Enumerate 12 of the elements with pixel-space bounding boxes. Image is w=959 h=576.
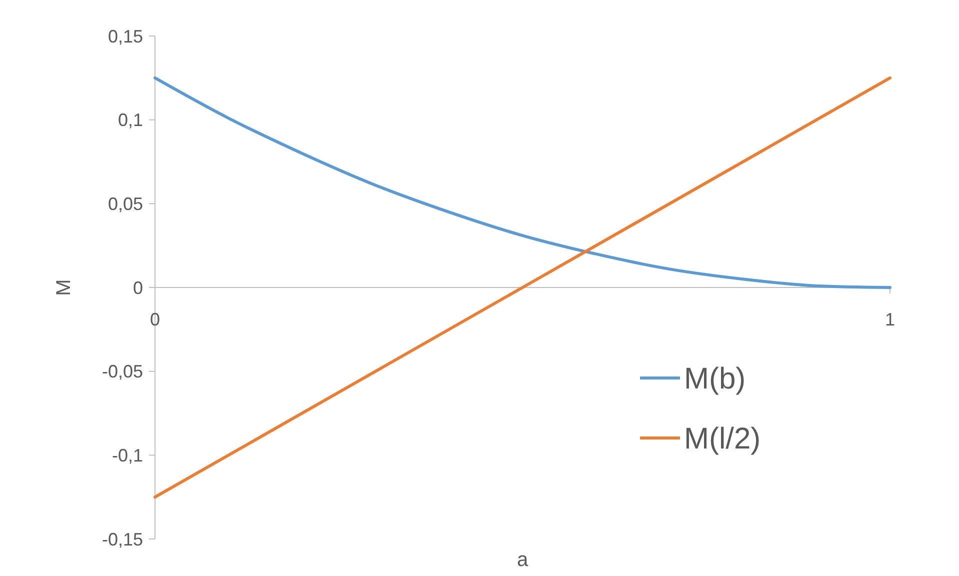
legend-label: M(l/2) [684, 422, 761, 456]
y-tick-label: -0,05 [102, 362, 143, 382]
y-axis-title: M [53, 279, 75, 296]
y-tick-label: -0,1 [112, 445, 143, 466]
y-tick-label: -0,15 [102, 529, 143, 550]
x-tick-label: 1 [884, 310, 896, 330]
y-tick-label: 0,1 [118, 110, 143, 130]
legend-label: M(b) [684, 362, 746, 396]
y-tick-label: 0,05 [108, 194, 143, 214]
y-tick-label: 0,15 [108, 26, 143, 46]
x-axis-title: a [516, 549, 529, 571]
y-tick-label: 0 [132, 278, 143, 298]
